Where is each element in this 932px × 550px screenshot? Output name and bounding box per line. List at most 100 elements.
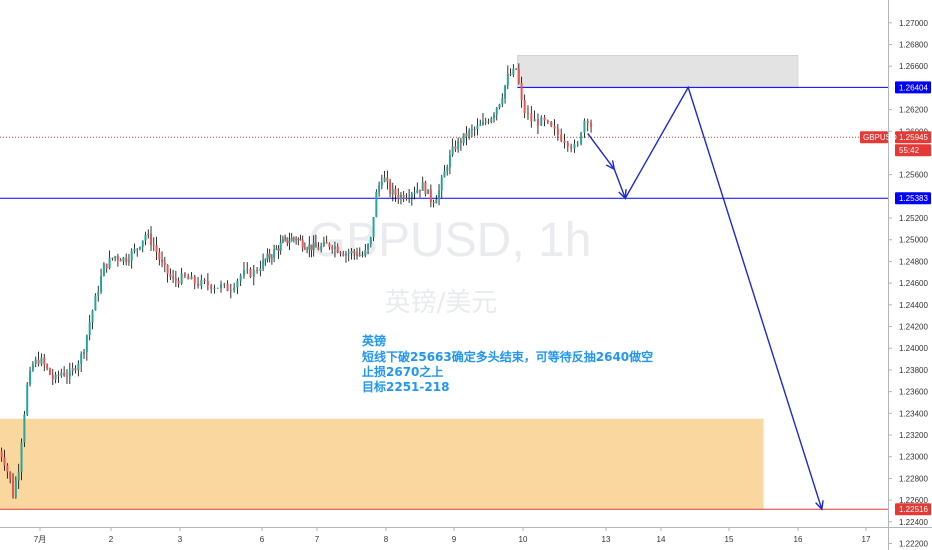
candle <box>127 254 130 266</box>
candle-body <box>60 372 63 376</box>
candle <box>361 251 364 258</box>
time-axis[interactable]: 7月 2 3 6 7 8 9 10 13 14 15 16 17 <box>34 527 871 544</box>
candle <box>476 118 479 136</box>
candle <box>546 119 549 124</box>
candle <box>526 105 529 120</box>
candle-body <box>573 144 576 149</box>
candle-body <box>501 98 504 105</box>
candle-body <box>20 442 23 472</box>
candle <box>102 262 105 277</box>
candle <box>169 268 172 281</box>
candle-body <box>498 104 501 108</box>
candle <box>506 65 509 90</box>
candle-body <box>105 263 108 269</box>
candle <box>200 274 203 290</box>
candle-body <box>322 241 325 246</box>
candle <box>530 106 533 128</box>
candle <box>125 253 128 266</box>
candle-body <box>288 241 291 244</box>
time-tick-label: 17 <box>862 535 871 544</box>
price-tag-support-bg <box>895 192 931 205</box>
candle <box>576 140 579 147</box>
candle <box>229 283 232 299</box>
candle-body <box>200 279 203 286</box>
time-tick-label: 3 <box>178 535 183 544</box>
candle <box>74 365 77 374</box>
candle-body <box>336 246 339 253</box>
candle <box>459 137 462 151</box>
candle <box>46 363 49 371</box>
candle-body <box>48 368 51 375</box>
projection-arrowhead <box>618 189 627 200</box>
candle <box>353 248 356 260</box>
time-tick-label: 14 <box>657 535 666 544</box>
candle <box>100 268 103 294</box>
candle <box>457 137 460 153</box>
candle <box>468 128 471 140</box>
candle <box>523 94 526 119</box>
candle-body <box>493 114 496 119</box>
candle-body <box>262 259 265 269</box>
candle <box>443 165 446 178</box>
candle-body <box>576 143 579 145</box>
candle-body <box>361 254 364 256</box>
candle <box>391 182 394 202</box>
candle <box>322 236 325 248</box>
candle-body <box>29 370 32 385</box>
candle <box>520 76 523 108</box>
candle <box>303 242 306 251</box>
candle-body <box>229 290 232 292</box>
candle <box>435 194 438 204</box>
candle <box>60 368 63 378</box>
candle-body <box>517 69 520 83</box>
candle-body <box>372 217 375 238</box>
candle-body <box>249 269 252 277</box>
candle <box>288 232 291 251</box>
price-axis[interactable]: 1.270001.268001.266001.262001.260001.256… <box>888 19 928 549</box>
candle-body <box>127 260 130 262</box>
candle-body <box>310 244 313 251</box>
candle <box>233 282 236 293</box>
candle-body <box>451 146 454 155</box>
candle-body <box>12 479 15 498</box>
candle-body <box>465 133 468 137</box>
candle-body <box>419 189 421 191</box>
candle-body <box>270 257 273 259</box>
candle-body <box>114 256 117 259</box>
candle <box>533 110 536 122</box>
candle-body <box>116 256 119 260</box>
price-tag-resistance-bg <box>895 81 931 94</box>
candle <box>317 242 320 251</box>
candle <box>560 128 563 143</box>
candle <box>515 68 518 71</box>
candle-body <box>54 374 57 380</box>
price-tag-countdown: 55:42 <box>899 146 920 155</box>
candle <box>297 237 300 246</box>
price-tick-label: 1.22800 <box>899 474 928 483</box>
time-tick-label: 7月 <box>34 535 46 544</box>
time-tick-label: 8 <box>384 535 389 544</box>
candle <box>256 267 259 274</box>
candle-body <box>331 247 334 250</box>
candle <box>299 234 302 241</box>
candle <box>29 366 32 387</box>
candle-body <box>515 68 518 70</box>
candle-body <box>88 322 91 336</box>
candle <box>347 248 350 262</box>
candle-body <box>440 177 443 191</box>
candle <box>536 113 539 134</box>
candle <box>223 282 226 289</box>
candle <box>389 178 392 198</box>
candle-body <box>111 257 114 259</box>
candle-body <box>133 249 136 252</box>
candle-body <box>136 248 139 250</box>
levels-layer <box>0 86 888 510</box>
support-zone <box>0 418 764 510</box>
candle <box>183 272 186 279</box>
candle <box>563 133 566 149</box>
candle <box>206 273 209 291</box>
candle-body <box>259 268 262 272</box>
candle <box>432 199 435 208</box>
candle-body <box>284 237 287 240</box>
